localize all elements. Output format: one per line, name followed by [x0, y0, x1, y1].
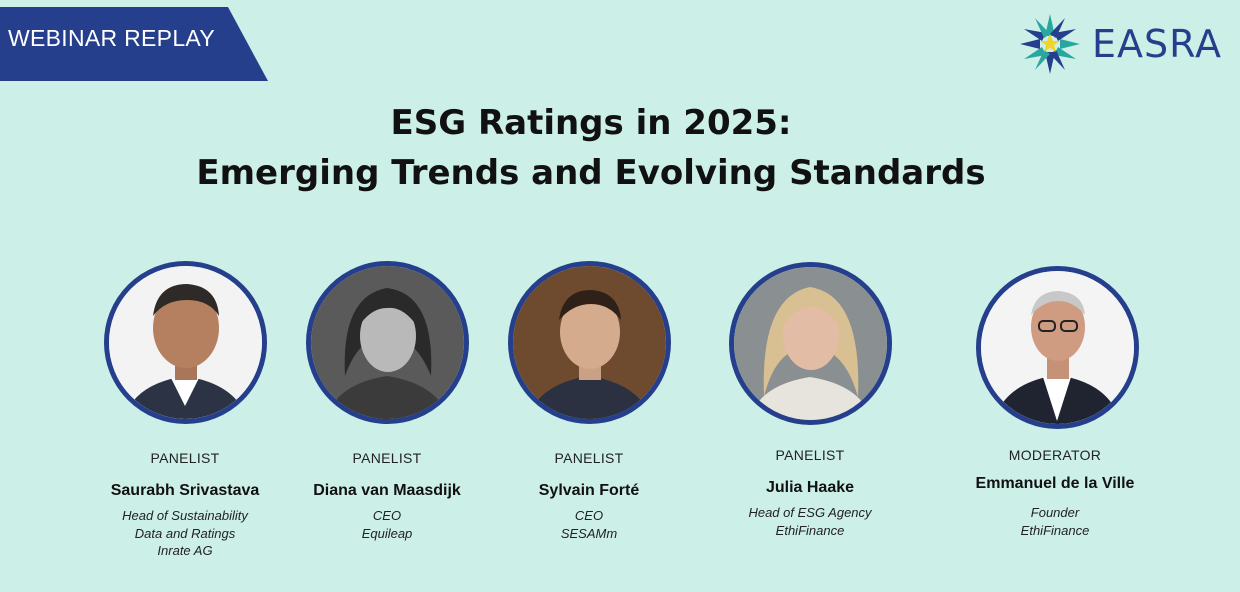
speaker-title-line: Head of ESG Agency [748, 505, 872, 520]
speaker-description: CEO SESAMm [479, 507, 699, 542]
title-line-1: ESG Ratings in 2025: [390, 103, 792, 143]
speaker-org: Inrate AG [157, 543, 213, 558]
speaker-org: SESAMm [560, 525, 618, 541]
speaker-name: Saurabh Srivastava [110, 482, 260, 499]
title-line-2: Emerging Trends and Evolving Standards [196, 153, 986, 193]
speaker-title-line: Founder [1030, 505, 1080, 520]
speaker-org: Equileap [361, 525, 413, 541]
speaker-name: Julia Haake [765, 479, 855, 496]
speaker-photo [729, 262, 892, 425]
page-title: ESG Ratings in 2025: Emerging Trends and… [0, 98, 1182, 198]
webinar-replay-banner [0, 7, 268, 81]
webinar-replay-label: WEBINAR REPLAY [8, 25, 215, 51]
speaker-description: CEO Equileap [277, 507, 497, 542]
speaker-org: EthiFinance [775, 522, 845, 538]
speaker-role: PANELIST [150, 450, 220, 466]
speaker-title-line: CEO [372, 508, 402, 523]
speaker-name: Sylvain Forté [538, 482, 640, 499]
speaker-role: PANELIST [775, 447, 845, 463]
speaker-role: PANELIST [352, 450, 422, 466]
speaker-title-line: Data and Ratings [134, 525, 236, 541]
easra-logo[interactable]: EASRA [1018, 12, 1230, 76]
speaker-description: Head of ESG Agency EthiFinance [700, 504, 920, 539]
speaker-role: PANELIST [554, 450, 624, 466]
speaker-name: Diana van Maasdijk [313, 482, 461, 499]
speaker-photo [976, 266, 1139, 429]
logo-text: EASRA [1092, 22, 1222, 66]
speaker-name: Emmanuel de la Ville [975, 475, 1135, 492]
speaker-role: MODERATOR [1008, 447, 1102, 463]
speaker-org: EthiFinance [1020, 522, 1090, 538]
speaker-description: Founder EthiFinance [945, 504, 1165, 539]
speaker-photo [306, 261, 469, 424]
speaker-title-line: CEO [574, 508, 604, 523]
speaker-photo [104, 261, 267, 424]
speaker-photo [508, 261, 671, 424]
speaker-title-line: Head of Sustainability [122, 508, 248, 523]
star-burst-logo-icon [1020, 14, 1080, 74]
speaker-description: Head of Sustainability Data and Ratings … [75, 507, 295, 560]
